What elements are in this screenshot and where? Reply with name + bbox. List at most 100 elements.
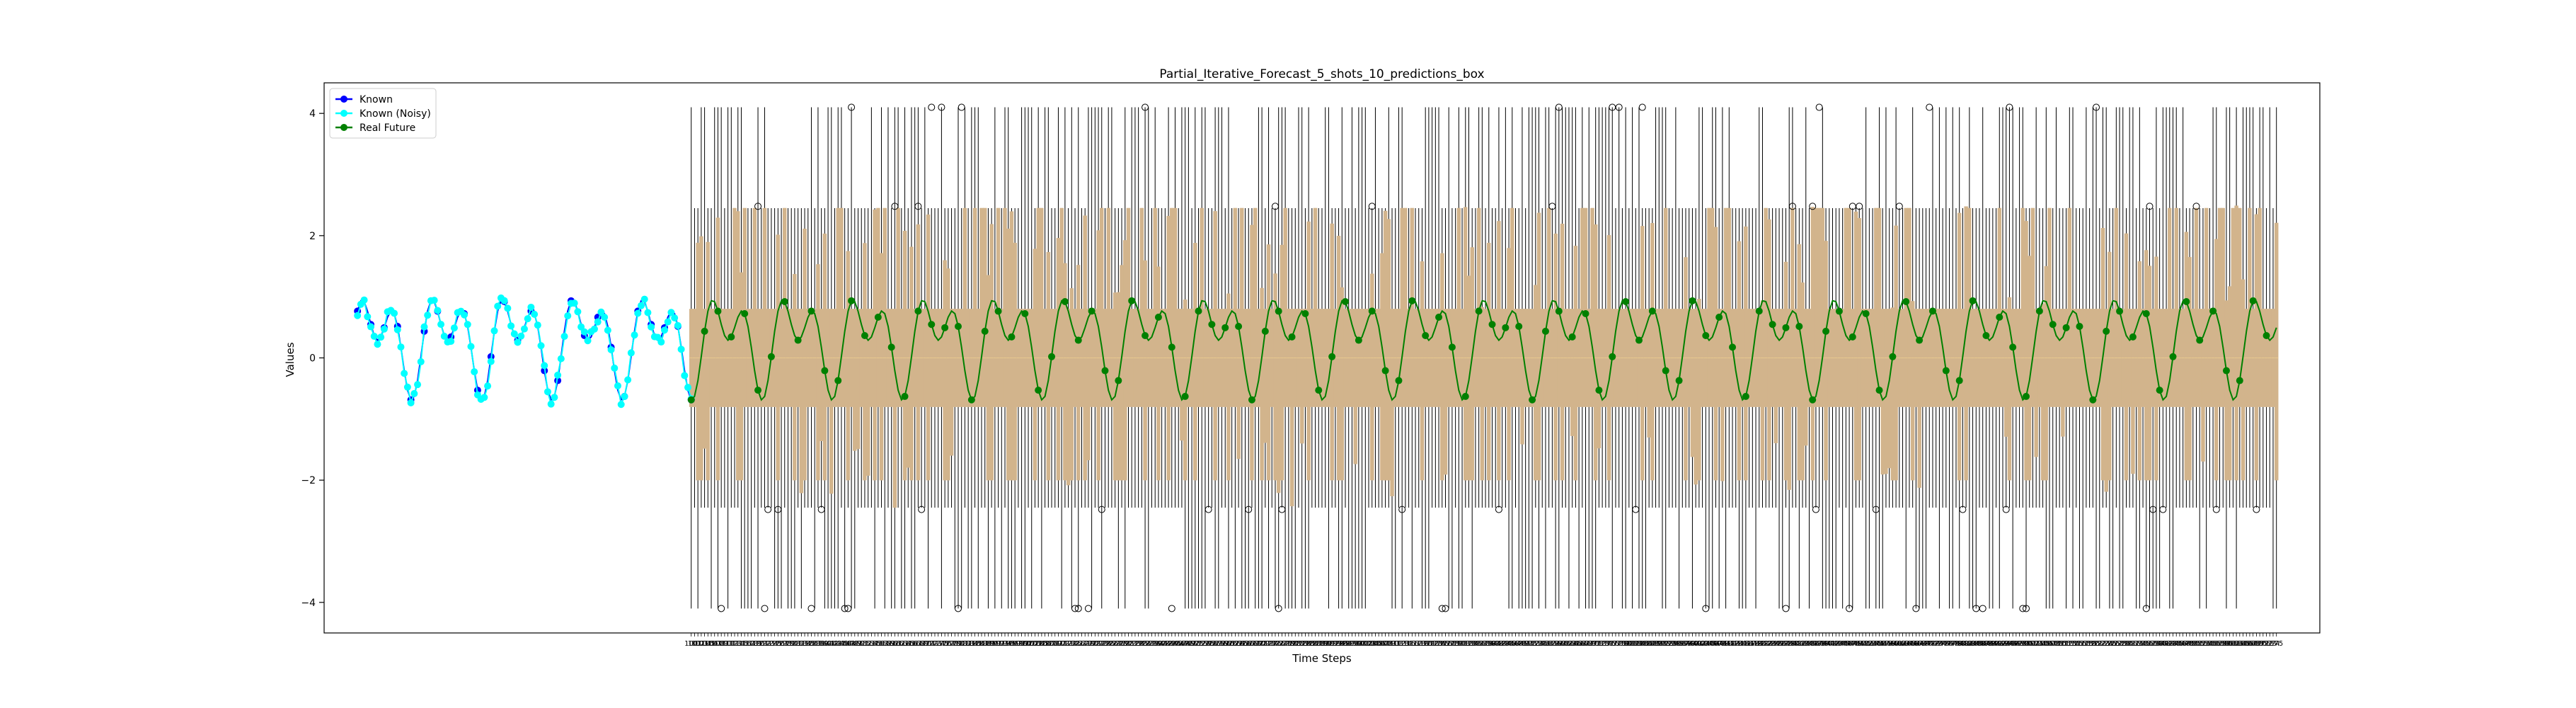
x-tick-label: 121 [754,640,768,648]
x-tick-label: 508 [2046,640,2059,648]
boxplot-box [979,207,984,407]
boxplot-outlier [1275,605,1282,612]
series-point [514,338,522,346]
boxplot-outlier [1278,506,1286,513]
boxplot-box [1420,261,1425,481]
x-tick-label: 426 [1773,640,1786,648]
x-tick-label: 253 [1195,640,1209,648]
x-tick-label: 184 [965,640,978,648]
series-point [531,310,539,318]
boxplot [2164,107,2168,508]
x-tick-label: 136 [805,640,818,648]
boxplot-box [1720,309,1725,481]
boxplot-box [1737,241,1742,481]
y-axis: −4 −2 0 2 4 [301,108,324,609]
boxplot-box [1440,253,1444,481]
x-tick-label: 158 [878,640,892,648]
x-tick-label: 566 [2240,640,2253,648]
series-point [504,304,512,312]
series-point [887,343,895,351]
x-tick-label: 250 [1185,640,1199,648]
x-tick-label: 461 [1890,640,1903,648]
x-tick-label: 495 [2003,640,2016,648]
boxplot [689,107,694,609]
boxplot-outlier [1098,506,1105,513]
x-tick-label: 512 [2059,640,2073,648]
series-point [1142,332,1149,340]
boxplot [1153,107,1157,508]
x-axis-label: Time Steps [1292,652,1352,665]
series-point [1928,307,1936,315]
x-tick-label: 209 [1048,640,1062,648]
boxplot-box [1593,224,1598,481]
boxplot-box [696,242,700,481]
series-point [741,309,749,317]
boxplot-box [783,207,787,407]
x-tick-label: 475 [1936,640,1950,648]
boxplot-box [1536,212,1541,481]
boxplot-box [1573,246,1578,481]
series-point [407,399,415,406]
series-point [1355,336,1362,344]
boxplot-box [1507,248,1511,481]
series-point [374,341,381,348]
x-tick-label: 228 [1112,640,1125,648]
series-point [1208,321,1216,329]
boxplot-box [1497,221,1501,481]
y-axis-label: Values [284,342,297,377]
boxplot-box [1299,309,1304,444]
x-tick-label: 504 [2032,640,2046,648]
series-point [461,311,468,319]
boxplot-box [892,309,897,508]
x-tick-label: 137 [808,640,822,648]
legend-label-known-noisy: Known (Noisy) [360,108,431,120]
boxplot-box [1153,207,1157,407]
boxplot-outlier [1271,202,1279,210]
boxplot [2054,107,2059,508]
x-tick-label: 355 [1536,640,1549,648]
x-tick-label: 108 [711,640,725,648]
boxplot-outlier [1926,103,1933,111]
x-tick-label: 102 [691,640,705,648]
x-tick-label: 570 [2253,640,2267,648]
x-tick-label: 257 [1209,640,1222,648]
x-tick-label: 146 [838,640,851,648]
x-tick-label: 140 [818,640,832,648]
boxplot [986,207,991,609]
x-tick-label: 153 [861,640,875,648]
x-tick-label: 403 [1696,640,1709,648]
series-point [1061,298,1069,306]
series-point [644,309,652,316]
x-tick-label: 553 [2196,640,2209,648]
series-point [848,297,856,304]
series-point [634,309,642,317]
x-tick-label: 125 [768,640,781,648]
boxplot-outlier [1438,605,1446,612]
x-tick-label: 350 [1519,640,1532,648]
boxplot [2061,207,2065,508]
x-tick-label: 450 [1853,640,1866,648]
x-tick-label: 181 [955,640,968,648]
y-tick-label: 0 [309,353,316,365]
series-point [537,342,545,350]
x-tick-label: 252 [1192,640,1205,648]
boxplot-box [1797,244,1802,481]
boxplot-box [982,207,987,407]
x-tick-label: 361 [1556,640,1569,648]
x-tick-label: 521 [2090,640,2103,648]
x-tick-label: 264 [1232,640,1246,648]
boxplot [1437,107,1441,508]
x-tick-label: 513 [2063,640,2076,648]
chart-title: Partial_Iterative_Forecast_5_shots_10_pr… [1159,67,1484,81]
x-tick-label: 446 [1839,640,1853,648]
boxplot-box [896,207,900,407]
x-tick-label: 178 [945,640,958,648]
series-point [1568,333,1576,341]
x-tick-label: 423 [1762,640,1776,648]
x-tick-label: 217 [1075,640,1088,648]
boxplot-box [1904,207,1909,407]
boxplot [2071,107,2075,609]
x-tick-label: 488 [1979,640,1993,648]
x-tick-label: 537 [2143,640,2156,648]
boxplot [2110,207,2115,609]
